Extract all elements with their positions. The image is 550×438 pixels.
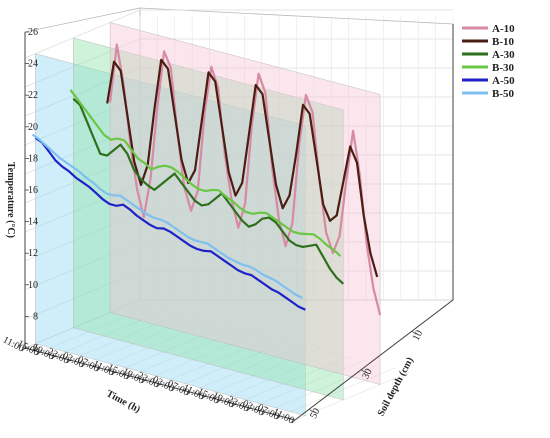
gridline-x [264, 363, 381, 413]
legend-label-a-50: A-50 [492, 75, 515, 87]
x-tick [81, 363, 86, 368]
gridline-x [84, 315, 201, 365]
y-tick-label: 12 [28, 248, 38, 259]
y-tick-label: 18 [28, 153, 38, 164]
y-tick-label: 22 [28, 90, 38, 101]
depth-tick [308, 408, 314, 413]
y-tick-label: 14 [28, 217, 38, 228]
gridline-x [39, 303, 156, 353]
gridline-x [159, 335, 276, 385]
gridline-x [219, 351, 336, 401]
y-tick-label: 10 [28, 280, 38, 291]
y-tick-label: 20 [28, 122, 38, 133]
gridline-x [24, 299, 141, 349]
y-axis-title: Temperature (°C) [5, 162, 16, 238]
series-line-b-30 [69, 89, 342, 257]
x-tick [291, 419, 296, 424]
gridline-y-left [24, 125, 141, 175]
y-tick-label: 16 [28, 185, 38, 196]
legend-label-a-10: A-10 [492, 23, 515, 35]
grid [24, 9, 454, 421]
x-tick [96, 367, 101, 372]
legend-label-b-10: B-10 [492, 36, 515, 48]
gridline-x [189, 343, 306, 393]
gridline-y-left [24, 154, 141, 204]
x-tick [111, 371, 116, 376]
x-tick [186, 391, 191, 396]
gridline-x [99, 319, 216, 369]
gridline-x [69, 311, 186, 361]
gridline-x [249, 359, 366, 409]
series-lines [31, 43, 382, 316]
depth-tick-label: 10 [411, 329, 425, 343]
gridline-x [54, 307, 171, 357]
x-tick [36, 351, 41, 356]
depth-axis-title: Soil depth (cm) [376, 356, 416, 419]
depth-tick [411, 330, 417, 335]
series-line-a-50 [34, 136, 306, 311]
y-tick-label: 6 [33, 343, 38, 354]
x-tick [246, 407, 251, 412]
gridline-x [234, 355, 351, 405]
x-tick [141, 379, 146, 384]
x-tick [156, 383, 161, 388]
x-tick [261, 411, 266, 416]
depth-plane-30 [73, 37, 344, 401]
gridline-x [129, 327, 246, 377]
depth-tick [361, 369, 366, 373]
y-tick-label: 26 [28, 27, 38, 38]
x-tick [126, 375, 131, 380]
gridline-x [294, 371, 411, 421]
y-axis-ticks: 6 8 10 12 14 16 18 20 22 24 26 [25, 27, 38, 354]
gridline-x [279, 367, 396, 417]
x-tick [276, 415, 281, 420]
series-line-b-10 [106, 58, 379, 278]
series-line-b-50 [31, 133, 303, 299]
depth-axis-ticks: 10 30 50 [308, 329, 425, 421]
depth-plane-50 [35, 53, 306, 417]
y-tick-label: 24 [28, 59, 38, 70]
gridline-x [174, 339, 291, 389]
depth-tick-label: 50 [308, 407, 322, 421]
x-tick [216, 399, 221, 404]
gridline-x [144, 331, 261, 381]
legend-label-a-30: A-30 [492, 49, 515, 61]
x-tick [51, 355, 56, 360]
x-axis-title: Time (h) [104, 388, 142, 415]
gridline-y-left [24, 183, 141, 233]
x-tick [171, 387, 176, 392]
series-line-a-10 [109, 43, 382, 316]
gridline-y-left [24, 241, 141, 291]
gridline-x [114, 323, 231, 373]
legend-label-b-30: B-30 [492, 62, 515, 74]
depth-tick-label: 30 [360, 367, 374, 381]
legend: A-10B-10A-30B-30A-50B-50 [462, 23, 515, 100]
gridline-y-left [24, 96, 141, 146]
series-line-a-30 [72, 97, 345, 285]
gridline-y-left [24, 212, 141, 262]
x-tick [231, 403, 236, 408]
x-tick [66, 359, 71, 364]
legend-label-b-50: B-50 [492, 88, 515, 100]
gridline-x [204, 347, 321, 397]
gridline-y-left [24, 270, 141, 320]
gridline-y-left [24, 38, 141, 88]
depth-axis-line [294, 299, 454, 421]
x-tick [21, 347, 26, 352]
y-tick-label: 8 [33, 311, 38, 322]
gridline-y-left [24, 9, 141, 59]
x-tick [201, 395, 206, 400]
